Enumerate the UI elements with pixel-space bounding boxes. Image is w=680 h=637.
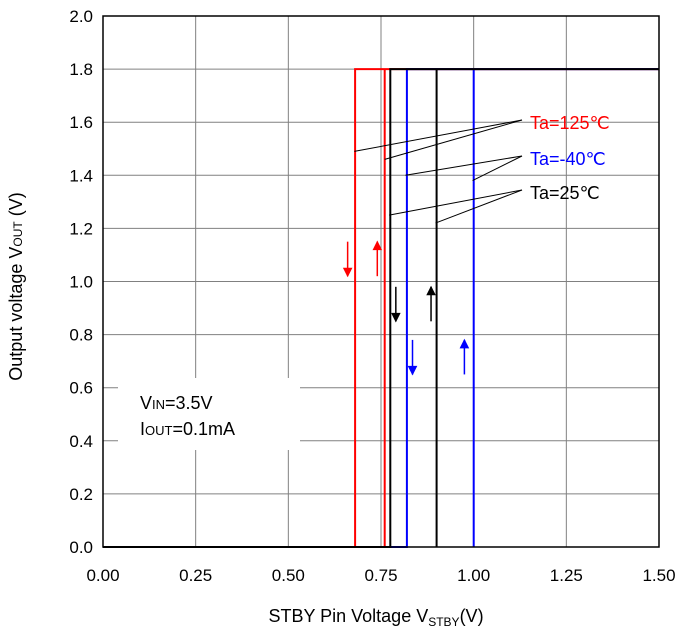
y-tick-labels: 0.0 0.2 0.4 0.6 0.8 1.0 1.2 1.4 1.6 1.8 2.0	[69, 7, 93, 557]
condition-line-0: VIN=3.5V	[140, 393, 213, 413]
legend-label-2: Ta=25℃	[530, 183, 600, 203]
y-tick-label: 2.0	[69, 7, 93, 26]
legend: Ta=125℃ Ta=-40℃ Ta=25℃	[530, 113, 610, 203]
conditions-box: VIN=3.5V IOUT=0.1mA	[118, 378, 300, 450]
legend-label-1: Ta=-40℃	[530, 149, 606, 169]
arrows-layer	[342, 240, 470, 376]
arrow-head-down-0	[342, 267, 353, 278]
y-tick-label: 1.4	[69, 166, 93, 185]
arrow-head-up-5	[459, 338, 470, 349]
y-tick-label: 1.8	[69, 60, 93, 79]
x-tick-label: 0.75	[364, 566, 397, 585]
x-tick-label: 1.50	[642, 566, 675, 585]
arrow-head-down-4	[407, 365, 418, 376]
y-axis-title: Output voltage VOUT (V)	[6, 192, 26, 380]
x-tick-label: 1.00	[457, 566, 490, 585]
conditions-background	[118, 378, 300, 450]
leader-line-5	[435, 189, 523, 224]
condition-line-1: IOUT=0.1mA	[140, 419, 235, 439]
y-tick-label: 1.6	[69, 113, 93, 132]
arrow-head-up-3	[426, 285, 436, 296]
arrow-head-down-2	[391, 312, 401, 323]
x-tick-label: 1.25	[550, 566, 583, 585]
x-axis-title: STBY Pin Voltage VSTBY(V)	[268, 606, 483, 629]
leader-line-3	[472, 155, 523, 182]
y-tick-label: 0.8	[69, 326, 93, 345]
x-tick-labels: 0.00 0.25 0.50 0.75 1.00 1.25 1.50	[86, 566, 675, 585]
arrow-head-up-1	[372, 240, 383, 251]
leader-lines	[354, 119, 523, 224]
leader-line-1	[384, 119, 523, 160]
legend-label-0: Ta=125℃	[530, 113, 610, 133]
y-tick-label: 1.2	[69, 219, 93, 238]
y-tick-label: 1.0	[69, 273, 93, 292]
y-tick-label: 0.0	[69, 538, 93, 557]
x-tick-label: 0.50	[272, 566, 305, 585]
leader-line-4	[389, 189, 523, 216]
y-tick-label: 0.6	[69, 379, 93, 398]
grid	[102, 15, 660, 548]
leader-line-0	[354, 119, 523, 152]
x-tick-label: 0.00	[86, 566, 119, 585]
y-tick-label: 0.2	[69, 485, 93, 504]
plot-frame	[102, 15, 660, 548]
y-tick-label: 0.4	[69, 432, 93, 451]
leader-line-2	[405, 155, 523, 176]
x-tick-label: 0.25	[179, 566, 212, 585]
